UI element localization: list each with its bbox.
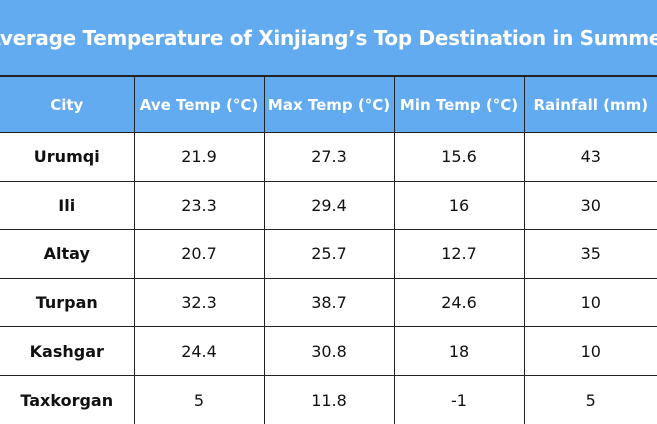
- max-temp-cell: 25.7: [263, 229, 395, 279]
- city-cell: Taxkorgan: [0, 374, 135, 424]
- ave-temp-cell: 24.4: [133, 326, 265, 376]
- table-row: Urumqi 21.9 27.3 15.6 43: [0, 132, 657, 182]
- column-header-max-temp: Max Temp (°C): [263, 76, 395, 133]
- min-temp-cell: 12.7: [393, 229, 525, 279]
- ave-temp-cell: 23.3: [133, 180, 265, 231]
- column-header-ave-temp: Ave Temp (°C): [133, 76, 265, 133]
- rainfall-cell: 10: [523, 326, 657, 376]
- city-cell: Kashgar: [0, 326, 135, 376]
- min-temp-cell: 24.6: [393, 277, 525, 328]
- max-temp-cell: 29.4: [263, 180, 395, 231]
- rainfall-cell: 10: [523, 277, 657, 328]
- table-row: Turpan 32.3 38.7 24.6 10: [0, 277, 657, 328]
- ave-temp-cell: 32.3: [133, 277, 265, 328]
- city-cell: Turpan: [0, 277, 135, 328]
- min-temp-cell: -1: [393, 374, 525, 424]
- table-row: Taxkorgan 5 11.8 -1 5: [0, 374, 657, 424]
- table-row: Kashgar 24.4 30.8 18 10: [0, 326, 657, 376]
- table-row: Ili 23.3 29.4 16 30: [0, 180, 657, 231]
- ave-temp-cell: 5: [133, 374, 265, 424]
- table-body: Urumqi 21.9 27.3 15.6 43 Ili 23.3 29.4 16 30 Altay…: [0, 132, 657, 424]
- chart-title: Average Temperature of Xinjiang’s Top De…: [0, 0, 657, 76]
- rainfall-cell: 5: [523, 374, 657, 424]
- min-temp-cell: 16: [393, 180, 525, 231]
- max-temp-cell: 11.8: [263, 374, 395, 424]
- max-temp-cell: 30.8: [263, 326, 395, 376]
- data-table: City Ave Temp (°C) Max Temp (°C) Min Tem…: [0, 76, 657, 424]
- rainfall-cell: 43: [523, 132, 657, 182]
- column-header-rainfall: Rainfall (mm): [523, 76, 657, 133]
- max-temp-cell: 27.3: [263, 132, 395, 182]
- column-header-city: City: [0, 76, 135, 133]
- city-cell: Urumqi: [0, 132, 135, 182]
- city-cell: Altay: [0, 229, 135, 279]
- ave-temp-cell: 21.9: [133, 132, 265, 182]
- table-row: Altay 20.7 25.7 12.7 35: [0, 229, 657, 279]
- column-header-min-temp: Min Temp (°C): [393, 76, 525, 133]
- ave-temp-cell: 20.7: [133, 229, 265, 279]
- min-temp-cell: 18: [393, 326, 525, 376]
- city-cell: Ili: [0, 180, 135, 231]
- rainfall-cell: 30: [523, 180, 657, 231]
- rainfall-cell: 35: [523, 229, 657, 279]
- min-temp-cell: 15.6: [393, 132, 525, 182]
- header-row: City Ave Temp (°C) Max Temp (°C) Min Tem…: [0, 76, 657, 133]
- max-temp-cell: 38.7: [263, 277, 395, 328]
